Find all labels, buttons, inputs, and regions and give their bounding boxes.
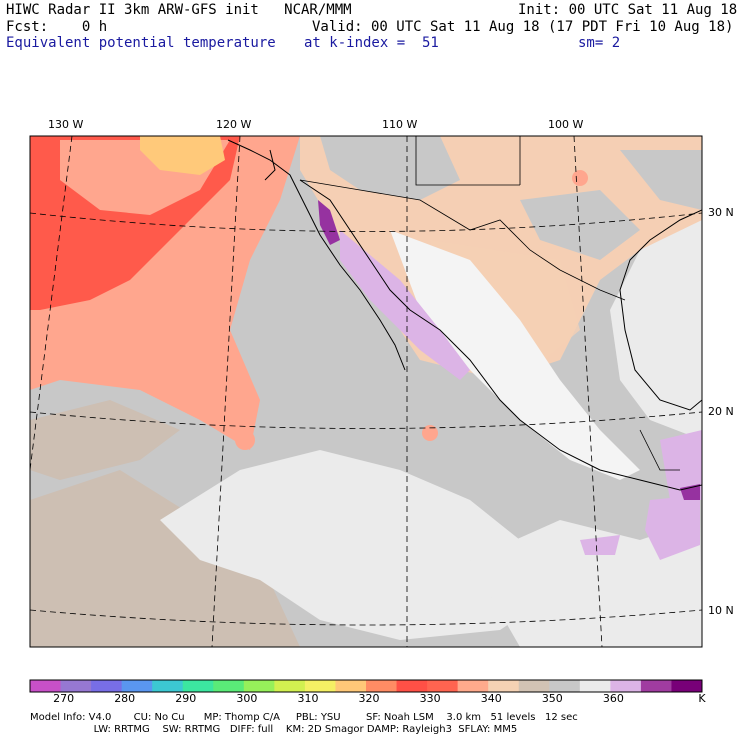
lon-label-100w: 100 W <box>548 118 584 131</box>
colorbar-swatch <box>121 680 153 692</box>
colorbar-swatch <box>274 680 306 692</box>
purple-370-gulf <box>318 200 340 245</box>
lat-label-10n: 10 N <box>708 604 734 617</box>
model-info-line2: LW: RRTMG SW: RRTMG DIFF: full KM: 2D Sm… <box>30 724 518 735</box>
map-frame <box>29 135 703 648</box>
colorbar-tick-label: 310 <box>297 692 319 705</box>
warm-spot-north <box>572 170 588 186</box>
warm-320-blob <box>140 136 225 175</box>
colorbar-frame <box>29 679 703 693</box>
purple-365-patch <box>580 535 620 555</box>
colorbar-swatch <box>457 680 489 692</box>
colorbar-swatch <box>549 680 581 692</box>
colorbar-tick-label: 320 <box>358 692 380 705</box>
coastlines <box>227 139 702 491</box>
colorbar-tick-label: 350 <box>541 692 563 705</box>
model-info-line1: Model Info: V4.0 CU: No Cu MP: Thomp C/A… <box>30 712 578 723</box>
colorbar-swatch <box>30 680 62 692</box>
colorbar-swatch <box>427 680 459 692</box>
colorbar-swatch <box>152 680 184 692</box>
purple-365-tehuantepec <box>645 495 700 560</box>
colorbar-swatch <box>60 680 92 692</box>
smoothing: sm= 2 <box>578 35 621 51</box>
brown-band-sw <box>30 470 300 647</box>
colorbar-swatch <box>366 680 398 692</box>
valid-time: Valid: 00 UTC Sat 11 Aug 18 (17 PDT Fri … <box>312 19 734 35</box>
colorbar-swatch <box>243 680 275 692</box>
colorbar-tick-label: 290 <box>175 692 197 705</box>
colorbar-unit: K <box>698 692 706 705</box>
warm-spot-coast <box>422 425 438 441</box>
light-band-se <box>470 520 702 647</box>
colorbar-tick-label: 280 <box>114 692 136 705</box>
colorbar-tick-label: 360 <box>602 692 624 705</box>
land-gray-n <box>320 136 460 200</box>
gulf-light <box>610 220 702 440</box>
colorbar-swatch <box>335 680 367 692</box>
lat-label-30n: 30 N <box>708 206 734 219</box>
colorbar-swatch <box>304 680 336 692</box>
colorbar-swatch <box>182 680 214 692</box>
forecast-hour: Fcst: 0 h <box>6 19 108 35</box>
colorbar-tick-label: 340 <box>480 692 502 705</box>
level-index: at k-index = 51 <box>304 35 439 51</box>
colorbar-swatch <box>610 680 642 692</box>
purple-370-se <box>680 484 700 500</box>
purple-365-se <box>660 430 702 500</box>
colorbar-swatch <box>213 680 245 692</box>
lon-label-110w: 110 W <box>382 118 418 131</box>
colorbar-swatch <box>640 680 672 692</box>
lon-label-130w: 130 W <box>48 118 84 131</box>
model-title: HIWC Radar II 3km ARW-GFS init NCAR/MMM <box>6 2 352 18</box>
colorbar-swatch <box>396 680 428 692</box>
field-name: Equivalent potential temperature <box>6 35 276 51</box>
colorbar-tick-label: 300 <box>236 692 258 705</box>
colorbar-swatch <box>488 680 520 692</box>
brown-band-w <box>30 400 180 480</box>
light-band-tropics <box>160 450 560 640</box>
graticule <box>30 136 702 647</box>
colorbar <box>29 679 703 693</box>
land-gray-ne <box>520 190 640 260</box>
colorbar-swatch <box>518 680 550 692</box>
lon-label-120w: 120 W <box>216 118 252 131</box>
warm-spot-pacific <box>235 430 255 450</box>
colorbar-tick-label: 270 <box>53 692 75 705</box>
init-time: Init: 00 UTC Sat 11 Aug 18 <box>518 2 738 18</box>
land-gray-far-ne <box>620 150 702 210</box>
borders <box>299 136 680 471</box>
lat-label-20n: 20 N <box>708 405 734 418</box>
colorbar-swatch <box>579 680 611 692</box>
colorbar-swatch <box>671 680 703 692</box>
colorbar-swatch <box>91 680 123 692</box>
colorbar-tick-label: 330 <box>419 692 441 705</box>
sierra-white <box>390 230 640 480</box>
